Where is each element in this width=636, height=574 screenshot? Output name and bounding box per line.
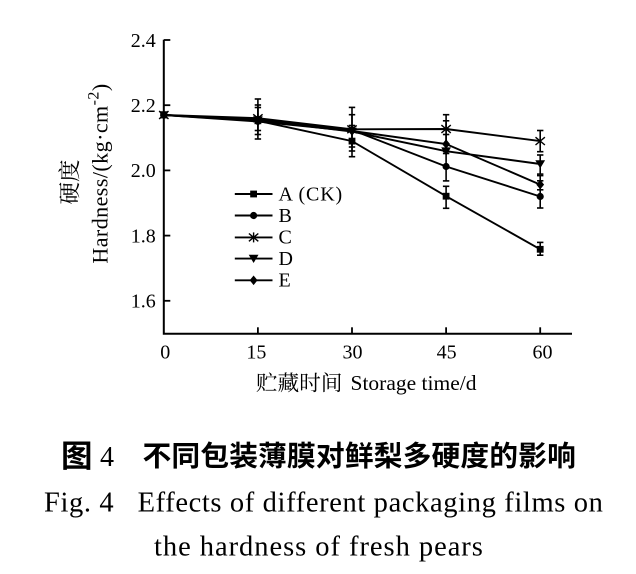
svg-text:15: 15: [246, 342, 266, 364]
svg-text:4: 4: [100, 442, 114, 473]
svg-text:2.2: 2.2: [131, 95, 156, 117]
svg-text:45: 45: [437, 342, 457, 364]
svg-text:the hardness of fresh pears: the hardness of fresh pears: [154, 532, 484, 563]
svg-text:A (CK): A (CK): [279, 183, 344, 205]
svg-text:1.8: 1.8: [131, 225, 156, 247]
svg-text:Fig. 4 Effects of different: Fig. 4 Effects of different packaging fi…: [44, 488, 603, 519]
svg-text:1.6: 1.6: [131, 291, 156, 313]
svg-text:D: D: [279, 248, 294, 270]
svg-text:2.4: 2.4: [131, 30, 156, 52]
svg-text:60: 60: [533, 342, 553, 364]
svg-text:Hardness/(kg·cm-2): Hardness/(kg·cm-2): [86, 83, 113, 263]
svg-text:0: 0: [160, 342, 170, 364]
svg-text:Storage time/d: Storage time/d: [351, 371, 477, 395]
svg-text:C: C: [279, 227, 293, 249]
svg-text:2.0: 2.0: [131, 160, 156, 182]
svg-text:B: B: [279, 205, 293, 227]
svg-text:30: 30: [343, 342, 363, 364]
svg-text:E: E: [279, 270, 292, 292]
